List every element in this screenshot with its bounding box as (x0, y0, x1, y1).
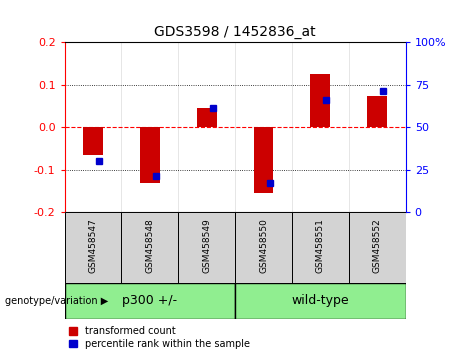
Bar (197, 108, 217, 127)
Bar (65, 283, 235, 319)
Title: GDS3598 / 1452836_at: GDS3598 / 1452836_at (154, 25, 316, 39)
Bar (349, 212, 406, 283)
Bar (65, 212, 121, 283)
Bar (235, 283, 406, 319)
Text: GSM458549: GSM458549 (202, 218, 211, 273)
Legend: transformed count, percentile rank within the sample: transformed count, percentile rank withi… (70, 326, 250, 349)
Bar (121, 212, 178, 283)
Bar (292, 212, 349, 283)
Bar (140, 127, 160, 183)
Bar (83, 127, 103, 155)
Bar (367, 96, 387, 127)
Bar (178, 212, 235, 283)
Bar (235, 212, 292, 283)
Text: GSM458547: GSM458547 (89, 218, 97, 273)
Bar (310, 74, 331, 127)
Text: GSM458551: GSM458551 (316, 218, 325, 273)
Text: genotype/variation ▶: genotype/variation ▶ (5, 296, 108, 306)
Text: GSM458550: GSM458550 (259, 218, 268, 273)
Text: GSM458548: GSM458548 (145, 218, 154, 273)
Text: GSM458552: GSM458552 (373, 218, 382, 273)
Bar (254, 127, 273, 193)
Text: p300 +/-: p300 +/- (122, 295, 177, 307)
Text: wild-type: wild-type (291, 295, 349, 307)
